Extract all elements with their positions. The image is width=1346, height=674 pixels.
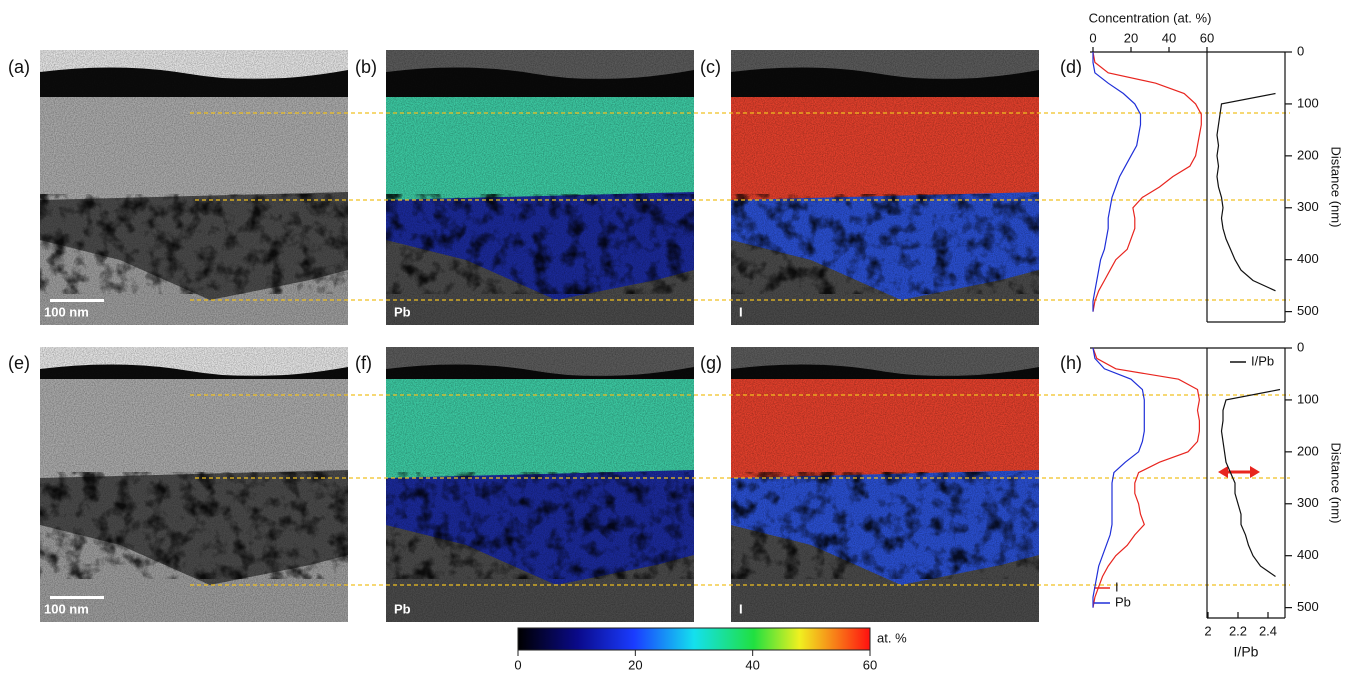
colorbar: [517, 627, 871, 651]
panel-letter: (f): [355, 353, 372, 373]
y-tick-label: 0: [1297, 43, 1304, 58]
y-tick-label: 200: [1297, 147, 1319, 162]
profile-line: [1092, 347, 1145, 608]
x2-tick-label: 2: [1204, 623, 1211, 638]
noise-texture: [40, 50, 348, 325]
legend-label: I: [1115, 579, 1119, 594]
noise-texture: [731, 50, 1039, 325]
profile-line: [1220, 388, 1281, 577]
micrograph: [731, 50, 1039, 325]
colorbar-tick-label: 20: [628, 657, 642, 672]
colorbar-tick-label: 60: [863, 657, 877, 672]
noise-texture: [386, 347, 694, 622]
micrograph: [386, 347, 694, 622]
panel-letter: (g): [700, 353, 722, 373]
noise-texture: [731, 347, 1039, 622]
micrograph: [40, 50, 348, 325]
y-tick-label: 100: [1297, 95, 1319, 110]
element-label: Pb: [394, 304, 411, 319]
profile-line: [1092, 52, 1142, 312]
guide-lines: [190, 112, 1290, 586]
interface-arrow: [1218, 466, 1260, 478]
profile-line: [1216, 92, 1276, 292]
x2-tick-label: 2.2: [1229, 623, 1247, 638]
panel-letter: (h): [1060, 353, 1082, 373]
y-tick-label: 0: [1297, 339, 1304, 354]
x2-axis-label: I/Pb: [1234, 644, 1259, 660]
y-tick-label: 300: [1297, 495, 1319, 510]
y-tick-label: 200: [1297, 443, 1319, 458]
scale-bar: [50, 299, 104, 302]
colorbar-label: at. %: [877, 630, 907, 645]
panel-letter: (c): [700, 57, 721, 77]
arrow-heads: [1218, 466, 1260, 478]
y-axis-label: Distance (nm): [1329, 147, 1344, 228]
micrograph: [386, 50, 694, 325]
x-tick-label: 60: [1200, 30, 1214, 45]
y-axis-label: Distance (nm): [1329, 443, 1344, 524]
legend-label: I/Pb: [1251, 353, 1274, 368]
y-tick-label: 100: [1297, 391, 1319, 406]
panel-letter: (a): [8, 57, 30, 77]
colorbar-tick-label: 0: [514, 657, 521, 672]
scale-bar-label: 100 nm: [44, 601, 89, 616]
panel-letter: (b): [355, 57, 377, 77]
x2-tick-label: 2.4: [1259, 623, 1277, 638]
colorbar-tick-label: 40: [745, 657, 759, 672]
micrograph: [731, 347, 1039, 622]
y-tick-label: 500: [1297, 599, 1319, 614]
scale-bar-label: 100 nm: [44, 304, 89, 319]
y-tick-label: 500: [1297, 303, 1319, 318]
x-tick-label: 20: [1124, 30, 1138, 45]
y-tick-label: 400: [1297, 251, 1319, 266]
profile-line: [1092, 347, 1201, 608]
y-tick-label: 300: [1297, 199, 1319, 214]
x-tick-label: 40: [1162, 30, 1176, 45]
panel-letter: (d): [1060, 57, 1082, 77]
panel-letter: (e): [8, 353, 30, 373]
element-label: I: [739, 601, 743, 616]
scale-bar: [50, 596, 104, 599]
profile-line: [1092, 51, 1202, 312]
noise-texture: [386, 50, 694, 325]
x-axis-label: Concentration (at. %): [1089, 10, 1212, 25]
noise-texture: [40, 347, 348, 622]
micrographs: [40, 50, 1039, 622]
x-tick-label: 0: [1089, 30, 1096, 45]
y-tick-label: 400: [1297, 547, 1319, 562]
element-label: Pb: [394, 601, 411, 616]
micrograph: [40, 347, 348, 622]
element-label: I: [739, 304, 743, 319]
legend-label: Pb: [1115, 594, 1131, 609]
